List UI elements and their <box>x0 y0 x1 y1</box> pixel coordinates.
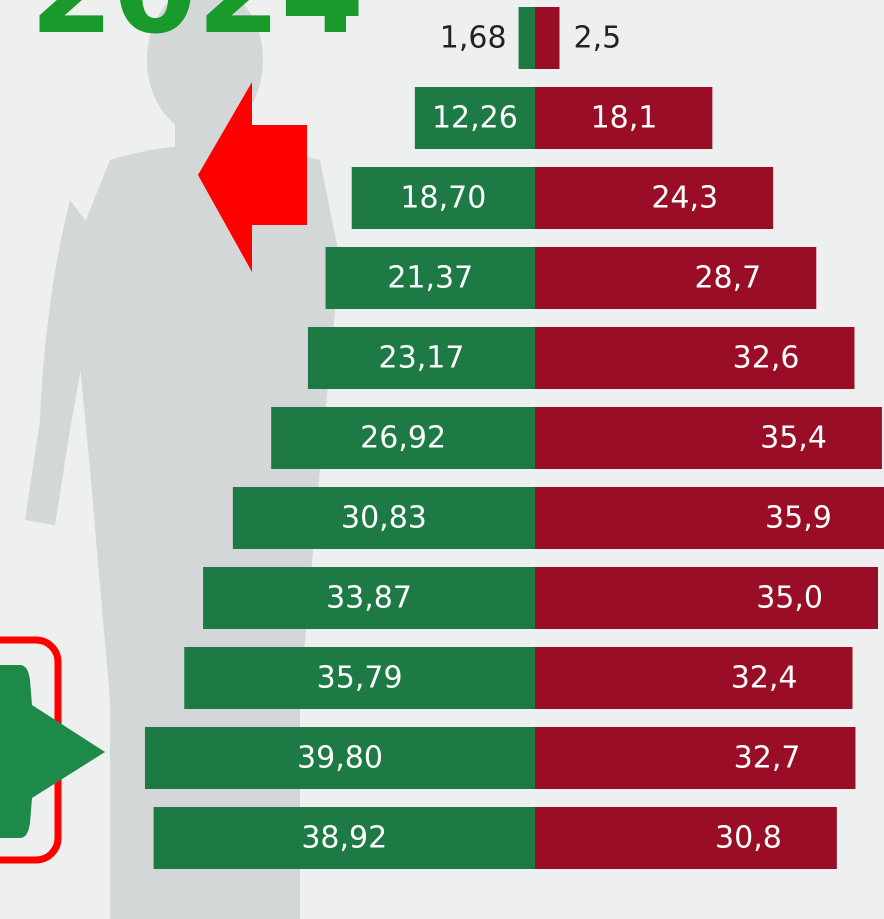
left-bar <box>144 727 535 789</box>
right-bar <box>535 487 884 549</box>
value-label: 35,9 <box>765 501 832 536</box>
right-bar <box>535 647 853 709</box>
right-bar <box>535 7 560 69</box>
value-label: 18,70 <box>400 181 486 216</box>
left-bar <box>271 407 535 469</box>
right-bar <box>535 247 817 309</box>
human-silhouette <box>25 0 340 919</box>
value-label: 38,92 <box>301 821 387 856</box>
left-bar <box>351 167 535 229</box>
left-bar <box>184 647 535 709</box>
value-label: 26,92 <box>360 421 446 456</box>
red-arrow <box>198 82 307 272</box>
chart-title: 2024 <box>30 0 364 61</box>
value-label: 2,5 <box>574 21 622 56</box>
left-bar <box>232 487 535 549</box>
value-label: 35,79 <box>317 661 403 696</box>
value-label: 32,7 <box>734 741 801 776</box>
left-bar <box>307 327 535 389</box>
right-bar <box>535 327 855 389</box>
left-bar <box>203 567 535 629</box>
right-bar <box>535 407 882 469</box>
bars: 1,68 2,5 12,26 18,1 18,70 24,3 21,37 28,7 23,17 3… <box>144 7 884 869</box>
value-label: 35,4 <box>760 421 827 456</box>
left-bar <box>325 247 535 309</box>
right-bar <box>535 87 713 149</box>
value-label: 33,87 <box>326 581 412 616</box>
right-bar <box>535 567 878 629</box>
right-bar <box>535 727 856 789</box>
green-arrow <box>0 665 105 838</box>
left-bar <box>518 7 535 69</box>
value-label: 21,37 <box>387 261 473 296</box>
left-bar <box>414 87 535 149</box>
value-label: 28,7 <box>694 261 761 296</box>
value-label: 32,6 <box>733 341 800 376</box>
value-label: 35,0 <box>756 581 823 616</box>
value-label: 24,3 <box>651 181 718 216</box>
value-label: 30,8 <box>715 821 782 856</box>
value-label: 12,26 <box>432 101 518 136</box>
value-label: 39,80 <box>297 741 383 776</box>
value-label: 1,68 <box>440 21 507 56</box>
right-bar <box>535 807 837 869</box>
value-label: 30,83 <box>341 501 427 536</box>
right-bar <box>535 167 774 229</box>
value-label: 18,1 <box>591 101 658 136</box>
value-label: 23,17 <box>379 341 465 376</box>
left-bar <box>153 807 536 869</box>
value-label: 32,4 <box>731 661 798 696</box>
